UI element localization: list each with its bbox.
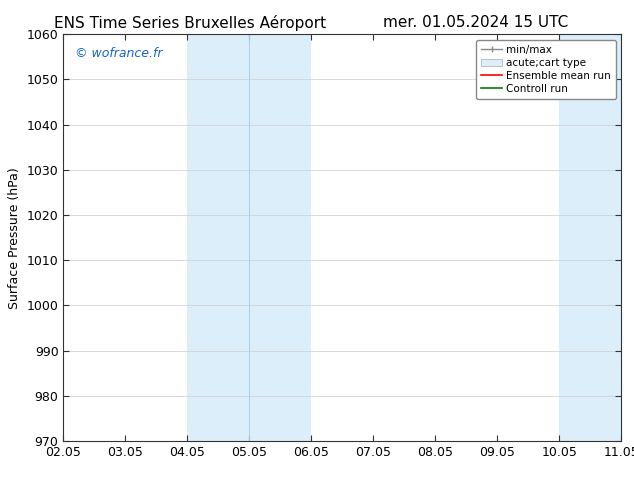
- Y-axis label: Surface Pressure (hPa): Surface Pressure (hPa): [8, 167, 21, 309]
- Legend: min/max, acute;cart type, Ensemble mean run, Controll run: min/max, acute;cart type, Ensemble mean …: [476, 40, 616, 99]
- Bar: [559, 34, 621, 441]
- Bar: [188, 34, 249, 441]
- Bar: [621, 34, 634, 441]
- Text: © wofrance.fr: © wofrance.fr: [75, 47, 162, 59]
- Bar: [249, 34, 311, 441]
- Text: mer. 01.05.2024 15 UTC: mer. 01.05.2024 15 UTC: [383, 15, 568, 30]
- Text: ENS Time Series Bruxelles Aéroport: ENS Time Series Bruxelles Aéroport: [54, 15, 327, 31]
